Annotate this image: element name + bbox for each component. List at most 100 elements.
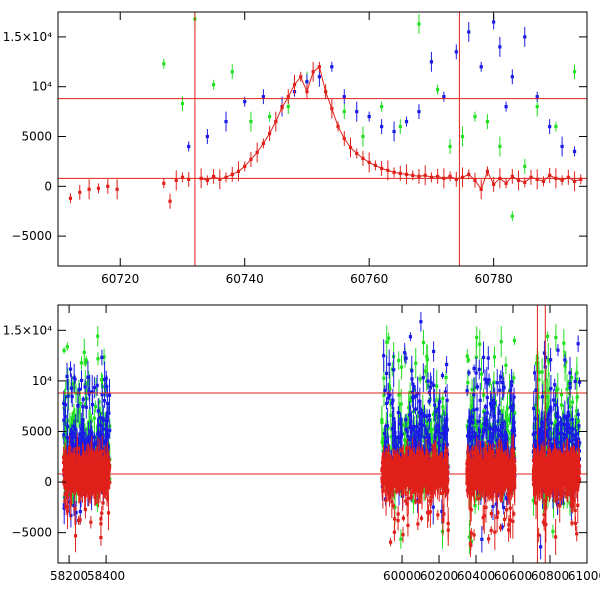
blue-point [74, 427, 78, 431]
red-point [431, 487, 435, 491]
red-point [69, 471, 74, 475]
blue-point [417, 434, 421, 438]
red-point [405, 446, 409, 450]
red-point [405, 474, 409, 478]
red-point [68, 446, 72, 450]
red-point [434, 469, 439, 474]
red-point [62, 466, 67, 470]
green-point [493, 449, 498, 453]
red-point [416, 471, 420, 475]
blue-point [95, 440, 99, 444]
green-point [435, 384, 439, 388]
red-trend-line [200, 65, 581, 191]
blue-point [105, 384, 109, 388]
blue-point [187, 144, 191, 149]
green-point [492, 380, 496, 384]
blue-point [410, 377, 414, 381]
green-point [480, 424, 484, 428]
red-point [74, 477, 78, 481]
green-point [506, 429, 510, 433]
red-point [391, 504, 395, 508]
green-point [425, 355, 429, 359]
red-point [439, 467, 443, 471]
green-point [78, 401, 82, 406]
blue-point [429, 381, 433, 385]
red-point [180, 175, 185, 179]
red-point [103, 461, 107, 465]
red-point [108, 480, 112, 485]
red-point [385, 480, 389, 484]
blue-point [385, 424, 389, 428]
blue-point [404, 427, 408, 432]
red-point [401, 533, 405, 537]
red-point [388, 478, 392, 482]
blue-point [390, 427, 395, 431]
red-point [81, 466, 85, 471]
red-point [78, 482, 83, 486]
blue-point [390, 401, 394, 405]
red-point [93, 486, 97, 490]
blue-point [415, 430, 419, 434]
red-point [85, 457, 89, 461]
blue-point [409, 420, 413, 424]
blue-point [92, 386, 96, 390]
red-point [392, 530, 397, 534]
red-point [444, 465, 448, 469]
green-point [523, 164, 527, 168]
red-point [102, 474, 106, 479]
blue-point [417, 110, 421, 114]
red-point [415, 469, 419, 473]
blue-point [108, 428, 112, 432]
blue-point [404, 119, 409, 124]
red-point [416, 500, 420, 504]
blue-point [86, 375, 90, 379]
green-point [417, 22, 421, 26]
blue-point [330, 65, 334, 69]
green-point [75, 419, 79, 423]
green-point [68, 425, 72, 429]
green-point [399, 402, 403, 406]
green-point [397, 415, 401, 419]
blue-point [427, 448, 432, 452]
red-point [105, 480, 109, 484]
red-point [408, 473, 412, 477]
red-point [394, 462, 398, 467]
green-point [77, 389, 81, 393]
blue-point [86, 435, 91, 440]
red-point [89, 467, 94, 471]
red-point [76, 471, 80, 475]
y-tick-label: −5000 [11, 229, 52, 243]
red-point [431, 466, 435, 471]
green-point [406, 421, 410, 425]
red-point [71, 477, 75, 481]
blue-point [469, 445, 473, 449]
red-point [115, 187, 119, 191]
green-point [504, 363, 508, 367]
blue-point [396, 435, 400, 439]
red-point [406, 523, 410, 528]
green-point [162, 62, 166, 66]
green-point [385, 340, 389, 344]
red-point [105, 477, 109, 481]
green-point [415, 414, 419, 419]
red-point [440, 460, 444, 464]
blue-point [74, 511, 78, 515]
red-point [416, 522, 420, 526]
red-point [90, 464, 94, 469]
blue-point [104, 438, 108, 442]
green-point [499, 409, 503, 413]
red-point [438, 461, 442, 465]
green-point [65, 345, 69, 349]
blue-point [535, 95, 539, 99]
blue-point [384, 401, 389, 406]
blue-point [504, 105, 508, 109]
blue-point [63, 403, 68, 407]
green-point [444, 375, 448, 380]
red-point [419, 477, 424, 481]
red-point [64, 504, 68, 509]
green-point [97, 400, 101, 404]
red-point [445, 459, 449, 463]
x-tick-label: 60720 [101, 272, 139, 286]
red-point [72, 473, 76, 477]
green-point [401, 423, 405, 427]
